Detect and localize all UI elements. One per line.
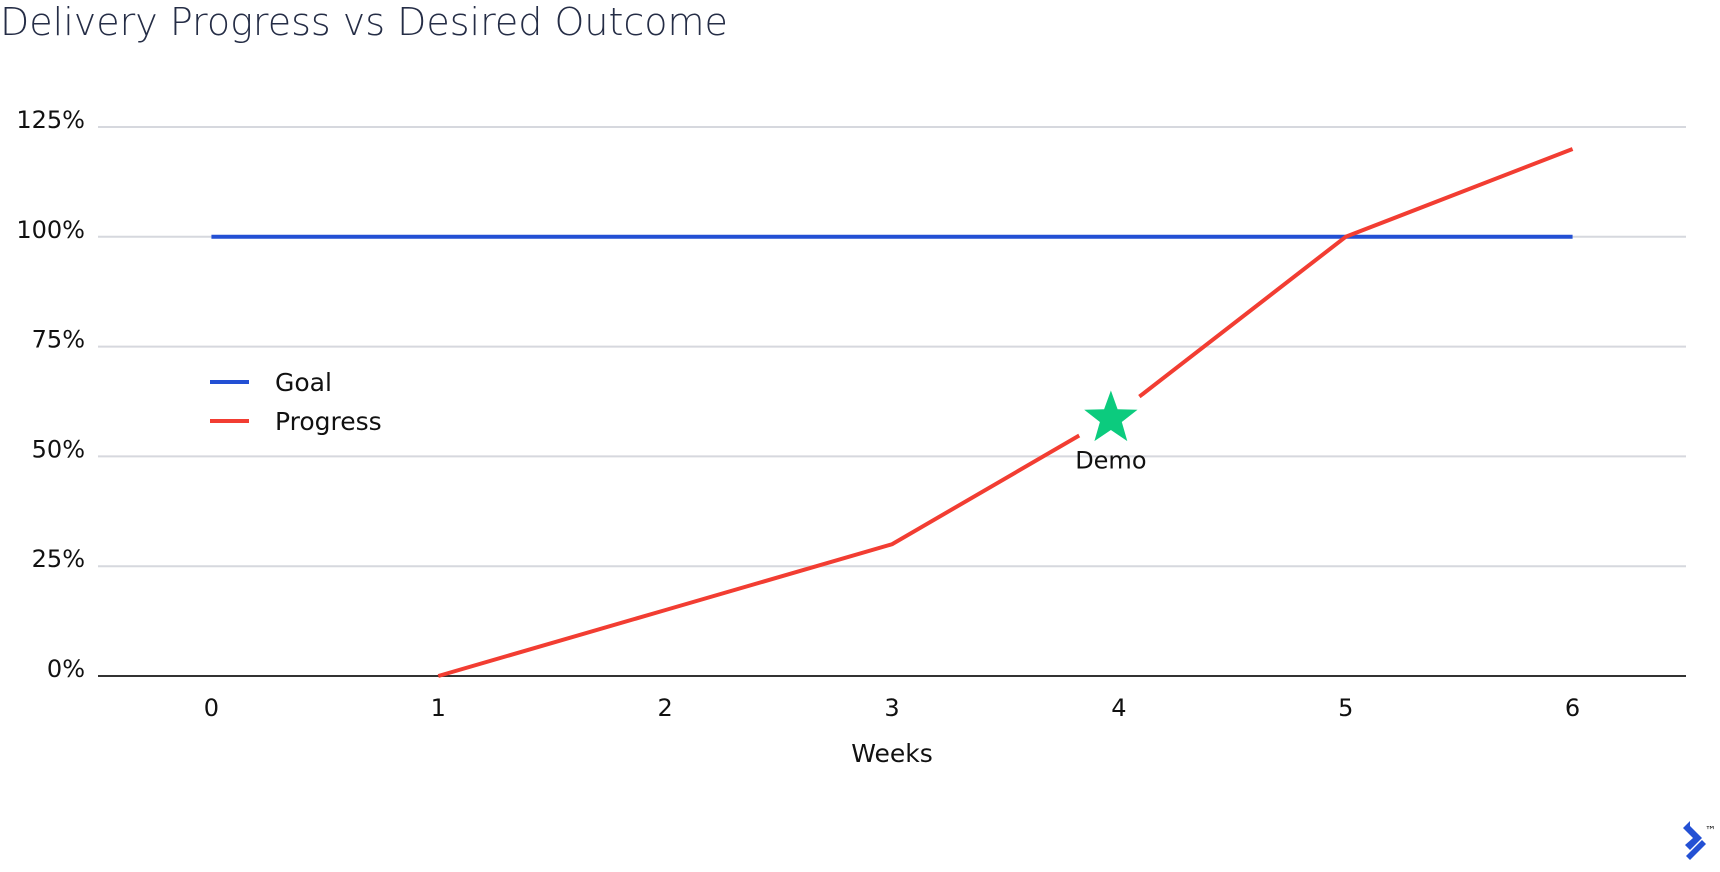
legend-label: Goal	[275, 368, 332, 397]
annotation-label: Demo	[1075, 446, 1146, 474]
series-lines	[211, 147, 1574, 678]
grid-lines	[98, 126, 1686, 677]
star-marker	[1084, 390, 1138, 442]
y-tick-label: 0%	[47, 655, 85, 683]
logo-mark	[1683, 821, 1706, 860]
x-tick-label: 5	[1338, 694, 1353, 722]
y-tick-label: 75%	[32, 326, 85, 354]
brand-logo: ™	[1683, 821, 1716, 860]
series-line-progress	[437, 147, 1574, 678]
y-tick-label: 50%	[32, 435, 85, 463]
annotations: Demo	[1074, 382, 1147, 474]
y-tick-label: 100%	[16, 216, 85, 244]
x-tick-label: 6	[1565, 694, 1580, 722]
x-tick-label: 3	[884, 694, 899, 722]
y-axis-ticks: 0% 25% 50% 75% 100% 125%	[16, 106, 85, 683]
x-tick-label: 0	[204, 694, 219, 722]
x-tick-label: 2	[658, 694, 673, 722]
legend-label: Progress	[275, 407, 382, 436]
x-axis-ticks: 0 1 2 3 4 5 6	[204, 694, 1580, 722]
x-axis-label: Weeks	[851, 739, 933, 768]
chart-title: Delivery Progress vs Desired Outcome	[0, 0, 728, 44]
legend: Goal Progress	[210, 368, 382, 436]
x-tick-label: 1	[431, 694, 446, 722]
trademark-symbol: ™	[1705, 824, 1716, 837]
y-tick-label: 25%	[32, 545, 85, 573]
x-tick-label: 4	[1111, 694, 1126, 722]
y-tick-label: 125%	[16, 106, 85, 134]
